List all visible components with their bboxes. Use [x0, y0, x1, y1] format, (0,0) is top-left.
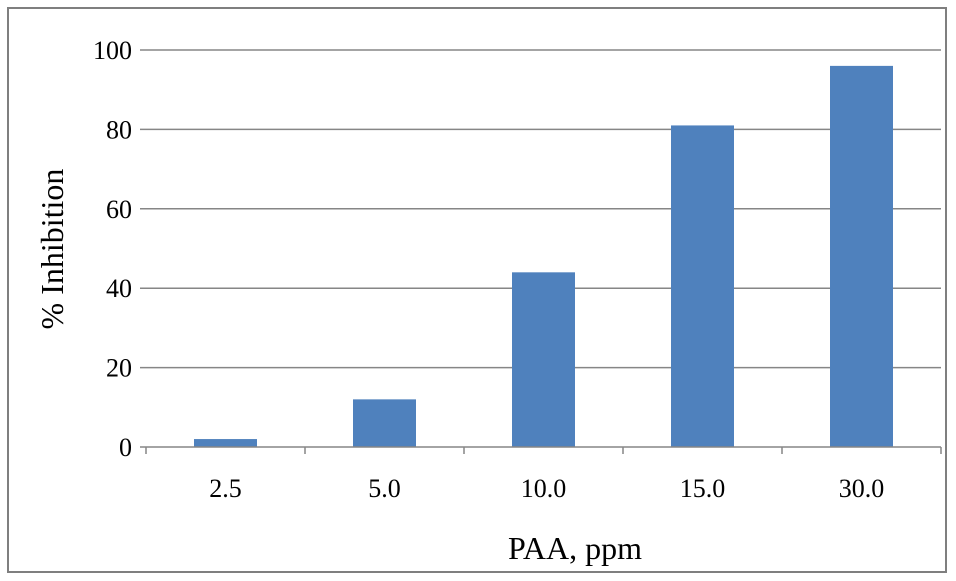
y-tick-label: 60	[106, 195, 132, 224]
x-tick-label: 5.0	[368, 474, 401, 503]
x-tick-label: 2.5	[209, 474, 242, 503]
chart-frame	[7, 7, 947, 573]
y-tick-label: 80	[106, 115, 132, 144]
axes	[140, 446, 942, 454]
y-tick-label: 100	[93, 36, 132, 65]
y-tick-label: 40	[106, 274, 132, 303]
bar	[194, 439, 257, 447]
x-tick-label: 15.0	[680, 474, 726, 503]
bar	[830, 65, 893, 447]
y-tick-labels: 0 20 40 60 80 100	[93, 36, 132, 462]
y-axis-title: % Inhibition	[34, 169, 70, 330]
x-tick-label: 10.0	[521, 474, 567, 503]
bars	[194, 65, 893, 448]
y-tick-label: 0	[119, 433, 132, 462]
bar	[353, 399, 416, 447]
x-tick-label: 30.0	[839, 474, 885, 503]
x-axis-title: PAA, ppm	[508, 530, 642, 566]
bar	[671, 125, 734, 448]
x-tick-labels: 2.5 5.0 10.0 15.0 30.0	[209, 474, 884, 503]
y-tick-label: 20	[106, 354, 132, 383]
bar	[512, 272, 575, 447]
